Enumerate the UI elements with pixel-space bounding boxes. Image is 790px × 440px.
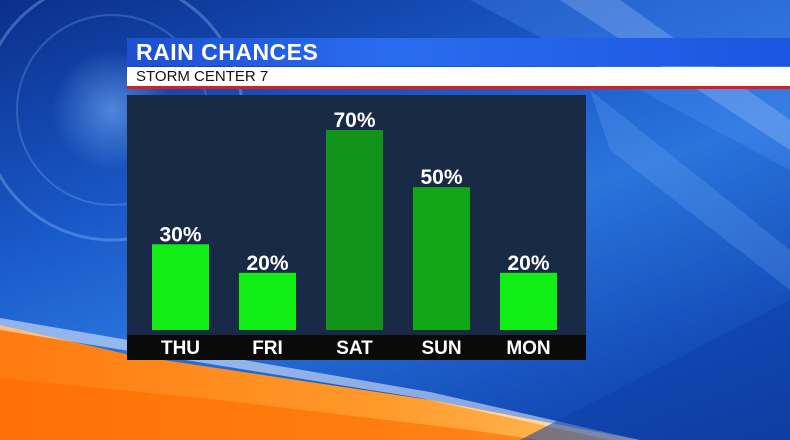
bar-sat <box>326 130 383 330</box>
chart-title: RAIN CHANCES <box>136 39 319 65</box>
category-label-sun: SUN <box>421 338 461 359</box>
bar-mon <box>500 272 557 330</box>
category-label-mon: MON <box>506 338 550 359</box>
category-strip <box>127 335 586 360</box>
bar-sun <box>413 187 470 330</box>
title-bar: RAIN CHANCES <box>127 38 790 66</box>
subtitle-bar: STORM CENTER 7 <box>127 67 790 89</box>
category-label-sat: SAT <box>336 338 373 359</box>
bar-chart: 30% THU 20% FRI 70% SAT 50% SUN 20% MON <box>127 95 586 360</box>
bar-value-label-sun: 50% <box>420 166 462 189</box>
chart-panel: 30% THU 20% FRI 70% SAT 50% SUN 20% MON <box>127 95 586 360</box>
category-label-thu: THU <box>161 338 200 359</box>
bars: 30% THU 20% FRI 70% SAT 50% SUN 20% MON <box>152 109 557 359</box>
bar-thu <box>152 244 209 330</box>
bar-value-label-fri: 20% <box>246 252 288 275</box>
bar-value-label-thu: 30% <box>159 223 201 246</box>
chart-subtitle: STORM CENTER 7 <box>136 68 269 85</box>
category-label-fri: FRI <box>252 338 283 359</box>
bar-value-label-sat: 70% <box>333 109 375 132</box>
bar-value-label-mon: 20% <box>507 252 549 275</box>
bar-fri <box>239 272 296 330</box>
